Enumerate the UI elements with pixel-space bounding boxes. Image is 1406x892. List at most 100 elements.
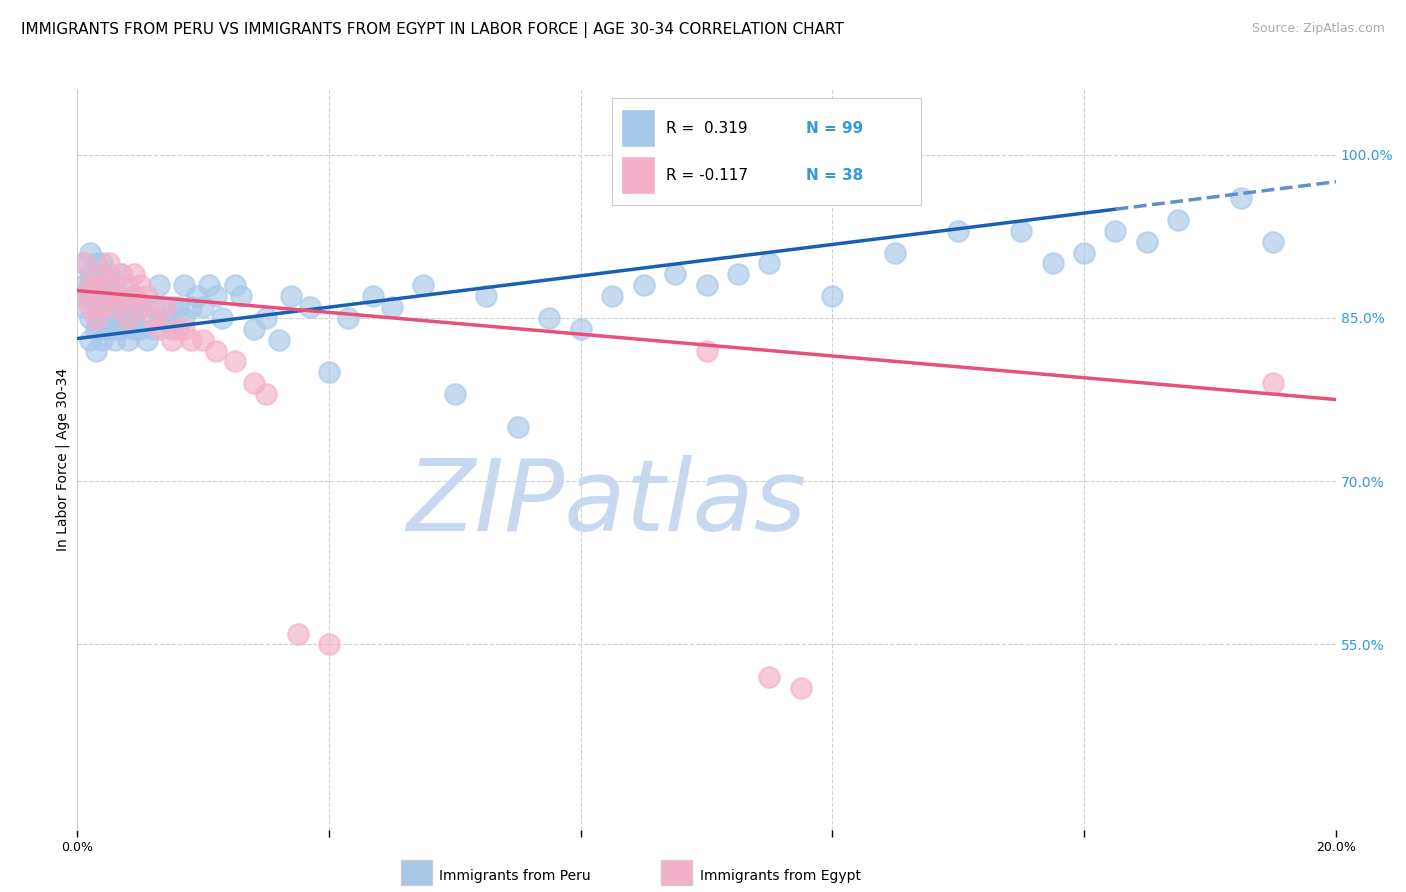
Point [91, 256, 114, 270]
Point [173, 322, 195, 336]
Point [148, 310, 170, 325]
Point [84, 310, 107, 325]
Point [1104, 224, 1126, 238]
Point [412, 278, 434, 293]
Text: Source: ZipAtlas.com: Source: ZipAtlas.com [1251, 22, 1385, 36]
Point [135, 300, 157, 314]
Point [884, 245, 907, 260]
Point [104, 333, 127, 347]
Point [160, 322, 183, 336]
Point [129, 300, 152, 314]
Point [97, 310, 120, 325]
Point [104, 289, 127, 303]
Point [600, 289, 623, 303]
Point [173, 278, 195, 293]
Point [475, 289, 498, 303]
Point [91, 333, 114, 347]
Text: N = 38: N = 38 [807, 168, 863, 183]
FancyBboxPatch shape [621, 109, 655, 147]
Text: ZIPatlas: ZIPatlas [406, 455, 806, 552]
Y-axis label: In Labor Force | Age 30-34: In Labor Force | Age 30-34 [56, 368, 70, 551]
Point [727, 268, 749, 282]
Point [204, 289, 226, 303]
Point [318, 365, 340, 379]
Point [129, 278, 152, 293]
Point [180, 300, 202, 314]
Point [79, 310, 101, 325]
Point [110, 322, 132, 336]
Point [97, 322, 120, 336]
Point [160, 300, 183, 314]
Point [229, 289, 252, 303]
Point [1230, 191, 1253, 205]
Point [1010, 224, 1032, 238]
Point [1073, 245, 1095, 260]
Text: N = 99: N = 99 [807, 120, 863, 136]
Point [142, 310, 165, 325]
Point [79, 300, 101, 314]
Point [155, 310, 177, 325]
Point [110, 310, 132, 325]
Point [1261, 376, 1284, 391]
Point [91, 310, 114, 325]
Text: Immigrants from Egypt: Immigrants from Egypt [700, 869, 862, 883]
Point [97, 289, 120, 303]
Point [97, 268, 120, 282]
Point [142, 300, 165, 314]
Point [117, 310, 139, 325]
Point [79, 289, 101, 303]
Point [336, 310, 359, 325]
Text: IMMIGRANTS FROM PERU VS IMMIGRANTS FROM EGYPT IN LABOR FORCE | AGE 30-34 CORRELA: IMMIGRANTS FROM PERU VS IMMIGRANTS FROM … [21, 22, 844, 38]
Point [110, 289, 132, 303]
Point [91, 322, 114, 336]
Point [821, 289, 844, 303]
Point [155, 300, 177, 314]
Point [135, 289, 157, 303]
Point [117, 300, 139, 314]
FancyBboxPatch shape [621, 156, 655, 194]
Point [254, 310, 277, 325]
Point [569, 322, 592, 336]
Point [790, 681, 813, 695]
Point [97, 300, 120, 314]
Point [299, 300, 322, 314]
Point [254, 387, 277, 401]
Point [160, 333, 183, 347]
Point [122, 289, 145, 303]
Point [444, 387, 467, 401]
Point [1136, 235, 1159, 249]
Point [633, 278, 655, 293]
Point [117, 310, 139, 325]
Point [696, 343, 718, 358]
Point [91, 300, 114, 314]
Point [72, 289, 94, 303]
Point [91, 268, 114, 282]
Text: R = -0.117: R = -0.117 [666, 168, 748, 183]
Text: R =  0.319: R = 0.319 [666, 120, 748, 136]
Point [664, 268, 686, 282]
Point [287, 626, 309, 640]
Point [224, 354, 246, 368]
Point [91, 278, 114, 293]
Point [72, 256, 94, 270]
Point [72, 300, 94, 314]
Point [110, 268, 132, 282]
Point [242, 376, 264, 391]
Point [506, 419, 529, 434]
Point [117, 333, 139, 347]
Point [198, 278, 221, 293]
Point [167, 300, 190, 314]
Point [84, 322, 107, 336]
Point [84, 256, 107, 270]
Point [122, 289, 145, 303]
Point [211, 310, 233, 325]
Point [191, 333, 215, 347]
Point [191, 300, 215, 314]
Point [104, 300, 127, 314]
Point [122, 322, 145, 336]
Point [148, 278, 170, 293]
Point [84, 278, 107, 293]
Point [79, 278, 101, 293]
Point [758, 670, 780, 684]
Point [104, 300, 127, 314]
